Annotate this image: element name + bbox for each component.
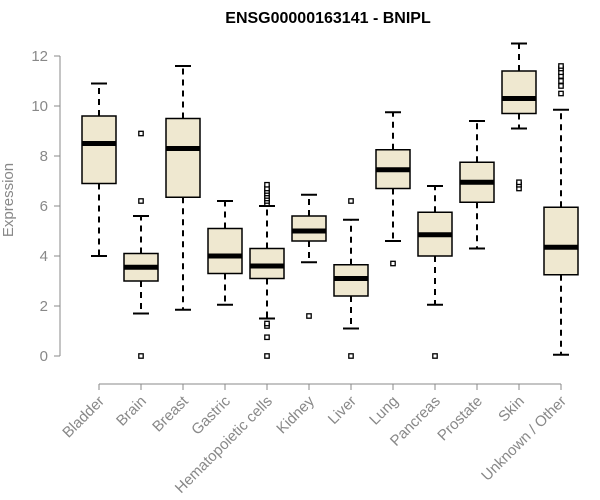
outlier-point: [558, 63, 564, 69]
y-tick-label: 8: [40, 148, 48, 165]
iqr-box: [81, 115, 117, 185]
x-tick-label: Liver: [325, 393, 360, 428]
outlier-point: [390, 260, 396, 267]
outlier-point: [138, 198, 144, 204]
y-tick-label: 2: [40, 298, 48, 315]
iqr-box: [207, 227, 243, 275]
box-liver: [333, 198, 369, 359]
chart-title: ENSG00000163141 - BNIPL: [225, 10, 431, 27]
outlier-point: [264, 320, 270, 327]
box-skin: [501, 42, 537, 192]
iqr-box: [501, 70, 537, 115]
outlier-point: [306, 313, 312, 319]
x-tick-label: Skin: [495, 393, 528, 426]
outlier-point: [138, 353, 144, 359]
outlier-point: [432, 353, 438, 359]
outlier-point: [516, 179, 522, 186]
box-prostate: [459, 120, 495, 250]
iqr-box: [165, 117, 201, 198]
y-axis: 0 2 4 6 8 10 12: [31, 48, 61, 365]
outlier-point: [558, 90, 564, 97]
y-axis-label: Expression: [0, 163, 17, 237]
x-tick-label: Brain: [113, 393, 150, 430]
outlier-point: [558, 78, 564, 84]
y-tick-label: 10: [31, 98, 48, 115]
x-tick-label: Bladder: [59, 393, 108, 442]
boxes-group: [81, 42, 579, 359]
x-tick-label: Prostate: [434, 393, 486, 445]
x-tick-label: Breast: [149, 392, 192, 435]
box-pancreas: [417, 185, 453, 359]
box-gastric: [207, 200, 243, 306]
iqr-box: [543, 206, 579, 276]
outlier-point: [264, 334, 270, 341]
y-tick-label: 4: [40, 248, 48, 265]
y-tick-label: 0: [40, 348, 48, 365]
outlier-point: [264, 181, 270, 188]
box-lung: [375, 111, 411, 267]
box-bladder: [81, 82, 117, 257]
box-brain: [123, 130, 159, 359]
y-tick-label: 12: [31, 48, 48, 65]
y-tick-label: 6: [40, 198, 48, 215]
outlier-point: [348, 353, 354, 359]
x-tick-label: Kidney: [273, 392, 318, 437]
outlier-point: [138, 130, 144, 137]
outlier-point: [264, 353, 270, 359]
box-breast: [165, 65, 201, 311]
x-tick-label: Lung: [366, 393, 402, 429]
outlier-point: [348, 198, 354, 204]
box-hematopoietic-cells: [249, 181, 285, 359]
box-kidney: [291, 193, 327, 319]
outlier-point: [558, 83, 564, 89]
box-unknown-other: [543, 63, 579, 356]
